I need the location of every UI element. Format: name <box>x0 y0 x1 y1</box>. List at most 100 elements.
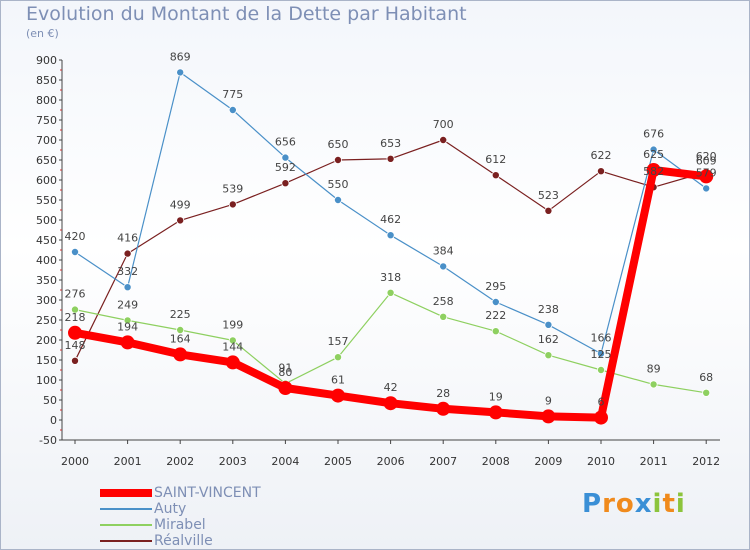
legend-swatch-r-alville <box>100 540 152 542</box>
y-tick-label: 200 <box>36 334 57 347</box>
y-tick-label: 700 <box>36 134 57 147</box>
data-point-auty <box>228 106 237 115</box>
data-label-saint-vincent: 625 <box>643 148 664 161</box>
legend-swatch-auty <box>100 508 152 510</box>
y-tick-label: 450 <box>36 234 57 247</box>
data-point-saint-vincent <box>594 410 608 425</box>
data-label-r-alville: 612 <box>485 153 506 166</box>
data-label-auty: 676 <box>643 128 664 141</box>
data-point-saint-vincent <box>488 405 503 420</box>
data-label-mirabel: 222 <box>485 309 506 322</box>
x-tick-label: 2005 <box>324 455 352 468</box>
data-label-saint-vincent: 144 <box>222 340 243 353</box>
y-tick-label: 750 <box>36 114 57 127</box>
y-tick-label: 600 <box>36 174 57 187</box>
data-label-mirabel: 318 <box>380 271 401 284</box>
data-label-mirabel: 89 <box>647 362 661 375</box>
data-label-auty: 775 <box>222 88 243 101</box>
data-point-auty <box>649 145 658 154</box>
data-label-saint-vincent: 61 <box>331 374 345 387</box>
data-label-mirabel: 162 <box>538 333 559 346</box>
data-point-r-alville <box>544 206 553 215</box>
data-point-mirabel <box>439 312 448 321</box>
data-label-auty: 656 <box>275 136 296 149</box>
data-label-saint-vincent: 9 <box>545 394 552 407</box>
data-point-auty <box>281 153 290 162</box>
data-point-auty <box>71 247 80 256</box>
data-point-r-alville <box>491 171 500 180</box>
data-label-saint-vincent: 6 <box>598 396 605 409</box>
data-point-mirabel <box>386 288 395 297</box>
logo-letter: i <box>652 489 663 519</box>
data-label-mirabel: 225 <box>170 308 191 321</box>
data-point-saint-vincent <box>68 325 82 340</box>
data-label-mirabel: 68 <box>699 371 713 384</box>
data-label-mirabel: 258 <box>433 295 454 308</box>
x-tick-label: 2009 <box>534 455 562 468</box>
data-label-saint-vincent: 194 <box>117 320 138 333</box>
y-tick-label: 350 <box>36 274 57 287</box>
y-tick-label: 900 <box>36 54 57 67</box>
data-label-r-alville: 620 <box>696 150 717 163</box>
data-point-mirabel <box>544 351 553 360</box>
data-point-r-alville <box>228 200 237 209</box>
logo-letter: t <box>662 489 676 519</box>
data-point-saint-vincent <box>120 335 135 350</box>
legend-swatch-mirabel <box>100 524 152 526</box>
data-point-auty <box>702 184 711 193</box>
data-point-auty <box>439 262 448 271</box>
y-tick-label: 100 <box>36 374 57 387</box>
data-label-r-alville: 622 <box>591 149 612 162</box>
x-tick-label: 2006 <box>377 455 405 468</box>
series-layer <box>68 68 714 425</box>
x-tick-label: 2010 <box>587 455 615 468</box>
logo-letter: r <box>602 489 616 519</box>
y-tick-label: 800 <box>36 94 57 107</box>
data-point-saint-vincent <box>383 396 398 411</box>
data-label-saint-vincent: 218 <box>65 311 86 324</box>
data-point-auty <box>597 349 606 358</box>
legend-label-r-alville: Réalville <box>154 533 213 549</box>
data-point-saint-vincent <box>225 355 240 370</box>
legend-label-mirabel: Mirabel <box>154 517 206 533</box>
x-tick-label: 2001 <box>114 455 142 468</box>
legend-label-auty: Auty <box>154 501 187 517</box>
data-label-saint-vincent: 28 <box>436 387 450 400</box>
y-tick-label: 400 <box>36 254 57 267</box>
data-label-saint-vincent: 19 <box>489 390 503 403</box>
data-label-mirabel: 125 <box>591 348 612 361</box>
y-tick-label: 850 <box>36 74 57 87</box>
data-label-r-alville: 148 <box>65 339 86 352</box>
x-tick-label: 2011 <box>640 455 668 468</box>
proxiti-logo: Proxiti <box>582 489 686 519</box>
data-point-auty <box>333 195 342 204</box>
y-tick-label: 250 <box>36 314 57 327</box>
x-tick-label: 2002 <box>166 455 194 468</box>
legend-label-saint-vincent: SAINT-VINCENT <box>154 485 261 501</box>
data-point-r-alville <box>333 155 342 164</box>
logo-letter: i <box>675 489 686 519</box>
data-point-mirabel <box>123 316 132 325</box>
y-tick-label: 150 <box>36 354 57 367</box>
logo-letter: o <box>615 489 635 519</box>
y-tick-label: 650 <box>36 154 57 167</box>
data-label-saint-vincent: 609 <box>696 154 717 167</box>
data-label-r-alville: 653 <box>380 137 401 150</box>
data-point-r-alville <box>71 356 80 365</box>
x-tick-label: 2003 <box>219 455 247 468</box>
x-tick-label: 2004 <box>271 455 299 468</box>
y-tick-label: 300 <box>36 294 57 307</box>
data-point-mirabel <box>176 325 185 334</box>
data-point-r-alville <box>597 167 606 176</box>
data-point-saint-vincent <box>699 169 714 184</box>
y-tick-label: 0 <box>50 414 57 427</box>
data-label-auty: 579 <box>696 166 717 179</box>
legend-swatch-saint-vincent <box>100 489 152 497</box>
data-point-r-alville <box>281 179 290 188</box>
data-label-r-alville: 499 <box>170 198 191 211</box>
data-point-mirabel <box>597 365 606 374</box>
data-label-auty: 166 <box>591 332 612 345</box>
data-point-auty <box>491 297 500 306</box>
x-tick-label: 2007 <box>429 455 457 468</box>
